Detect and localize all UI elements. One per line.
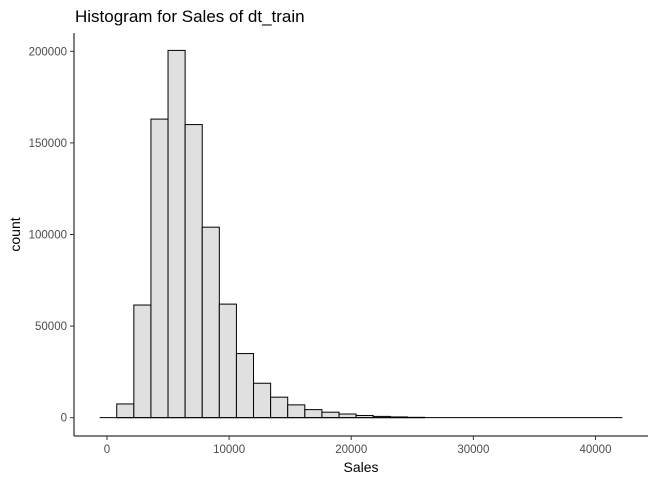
histogram-bar xyxy=(150,118,169,419)
bars-group xyxy=(116,49,426,419)
histogram-bar xyxy=(304,409,323,419)
histogram-bar xyxy=(167,49,186,419)
histogram-bar xyxy=(235,353,255,419)
x-tick-label: 0 xyxy=(104,444,110,456)
histogram-bar xyxy=(287,404,306,419)
x-tick-label: 40000 xyxy=(579,444,611,456)
chart-title: Histogram for Sales of dt_train xyxy=(75,7,305,26)
histogram-bar xyxy=(218,303,237,419)
histogram-bar xyxy=(116,403,135,419)
histogram-bar xyxy=(201,226,220,419)
x-tick-label: 10000 xyxy=(213,444,245,456)
x-tick-label: 20000 xyxy=(335,444,367,456)
x-axis-title: Sales xyxy=(343,459,378,475)
histogram-bar xyxy=(270,396,289,419)
y-tick-label: 0 xyxy=(61,413,67,425)
y-tick-label: 200000 xyxy=(29,46,67,58)
histogram-bar xyxy=(184,124,203,419)
histogram-bar xyxy=(253,382,272,419)
y-tick-label: 50000 xyxy=(35,321,67,333)
histogram-bar xyxy=(133,304,152,419)
y-axis-title: count xyxy=(7,217,23,251)
y-tick-label: 100000 xyxy=(29,230,67,242)
y-tick-label: 150000 xyxy=(29,138,67,150)
x-tick-label: 30000 xyxy=(457,444,489,456)
y-axis-ticks: 0 50000 100000 150000 200000 xyxy=(29,46,74,425)
histogram-bar xyxy=(321,411,340,419)
histogram-bar xyxy=(338,413,357,419)
x-axis-ticks: 0 10000 20000 30000 40000 xyxy=(104,436,611,456)
